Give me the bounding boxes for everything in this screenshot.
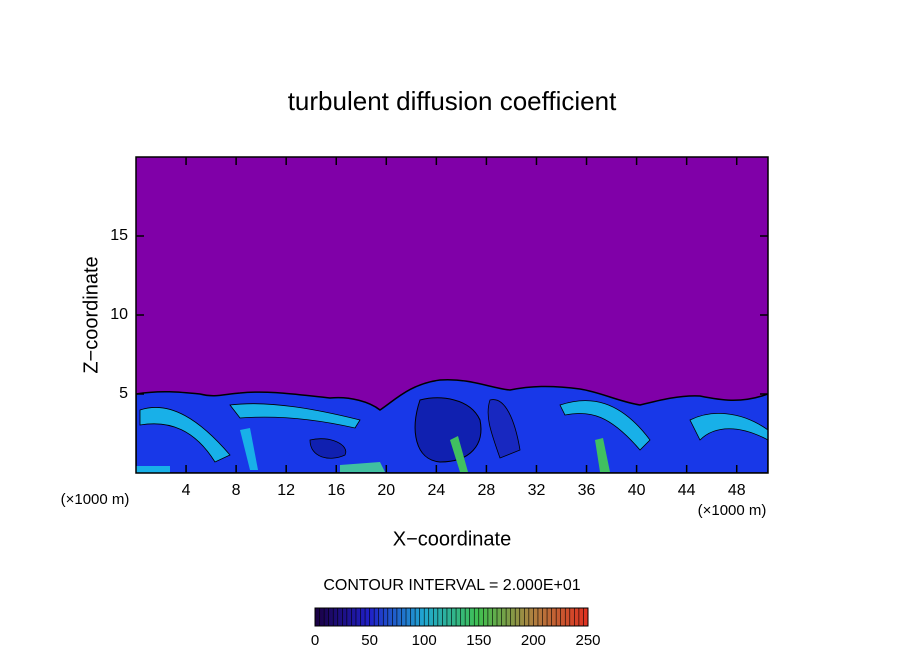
x-tick-label: 24 xyxy=(427,482,445,499)
boundary-layer xyxy=(136,379,768,473)
x-unit-label: (×1000 m) xyxy=(698,502,767,519)
colorbar-tick-label: 0 xyxy=(311,632,319,649)
colorbar-tick-label: 50 xyxy=(361,632,378,649)
chart-title: turbulent diffusion coefficient xyxy=(288,86,617,116)
y-axis-label: Z−coordinate xyxy=(80,256,102,373)
x-tick-label: 44 xyxy=(678,482,696,499)
x-tick-label: 36 xyxy=(578,482,596,499)
colorbar-tick-label: 100 xyxy=(412,632,437,649)
colorbar-label: CONTOUR INTERVAL = 2.000E+01 xyxy=(323,577,580,594)
colorbar-tick-label: 200 xyxy=(521,632,546,649)
y-tick-label: 5 xyxy=(119,385,128,402)
x-tick-label: 8 xyxy=(232,482,241,499)
y-unit-label: (×1000 m) xyxy=(61,491,130,508)
x-tick-label: 12 xyxy=(277,482,295,499)
x-tick-label: 16 xyxy=(327,482,345,499)
x-tick-label: 20 xyxy=(377,482,395,499)
y-tick-label: 15 xyxy=(110,227,128,244)
x-tick-label: 32 xyxy=(528,482,546,499)
x-tick-label: 48 xyxy=(728,482,746,499)
x-tick-label: 40 xyxy=(628,482,646,499)
y-tick-label: 10 xyxy=(110,306,128,323)
x-tick-label: 28 xyxy=(478,482,496,499)
x-tick-label: 4 xyxy=(182,482,191,499)
colorbar-tick-label: 150 xyxy=(466,632,491,649)
x-axis-label: X−coordinate xyxy=(393,528,511,550)
colorbar-tick-label: 250 xyxy=(575,632,600,649)
